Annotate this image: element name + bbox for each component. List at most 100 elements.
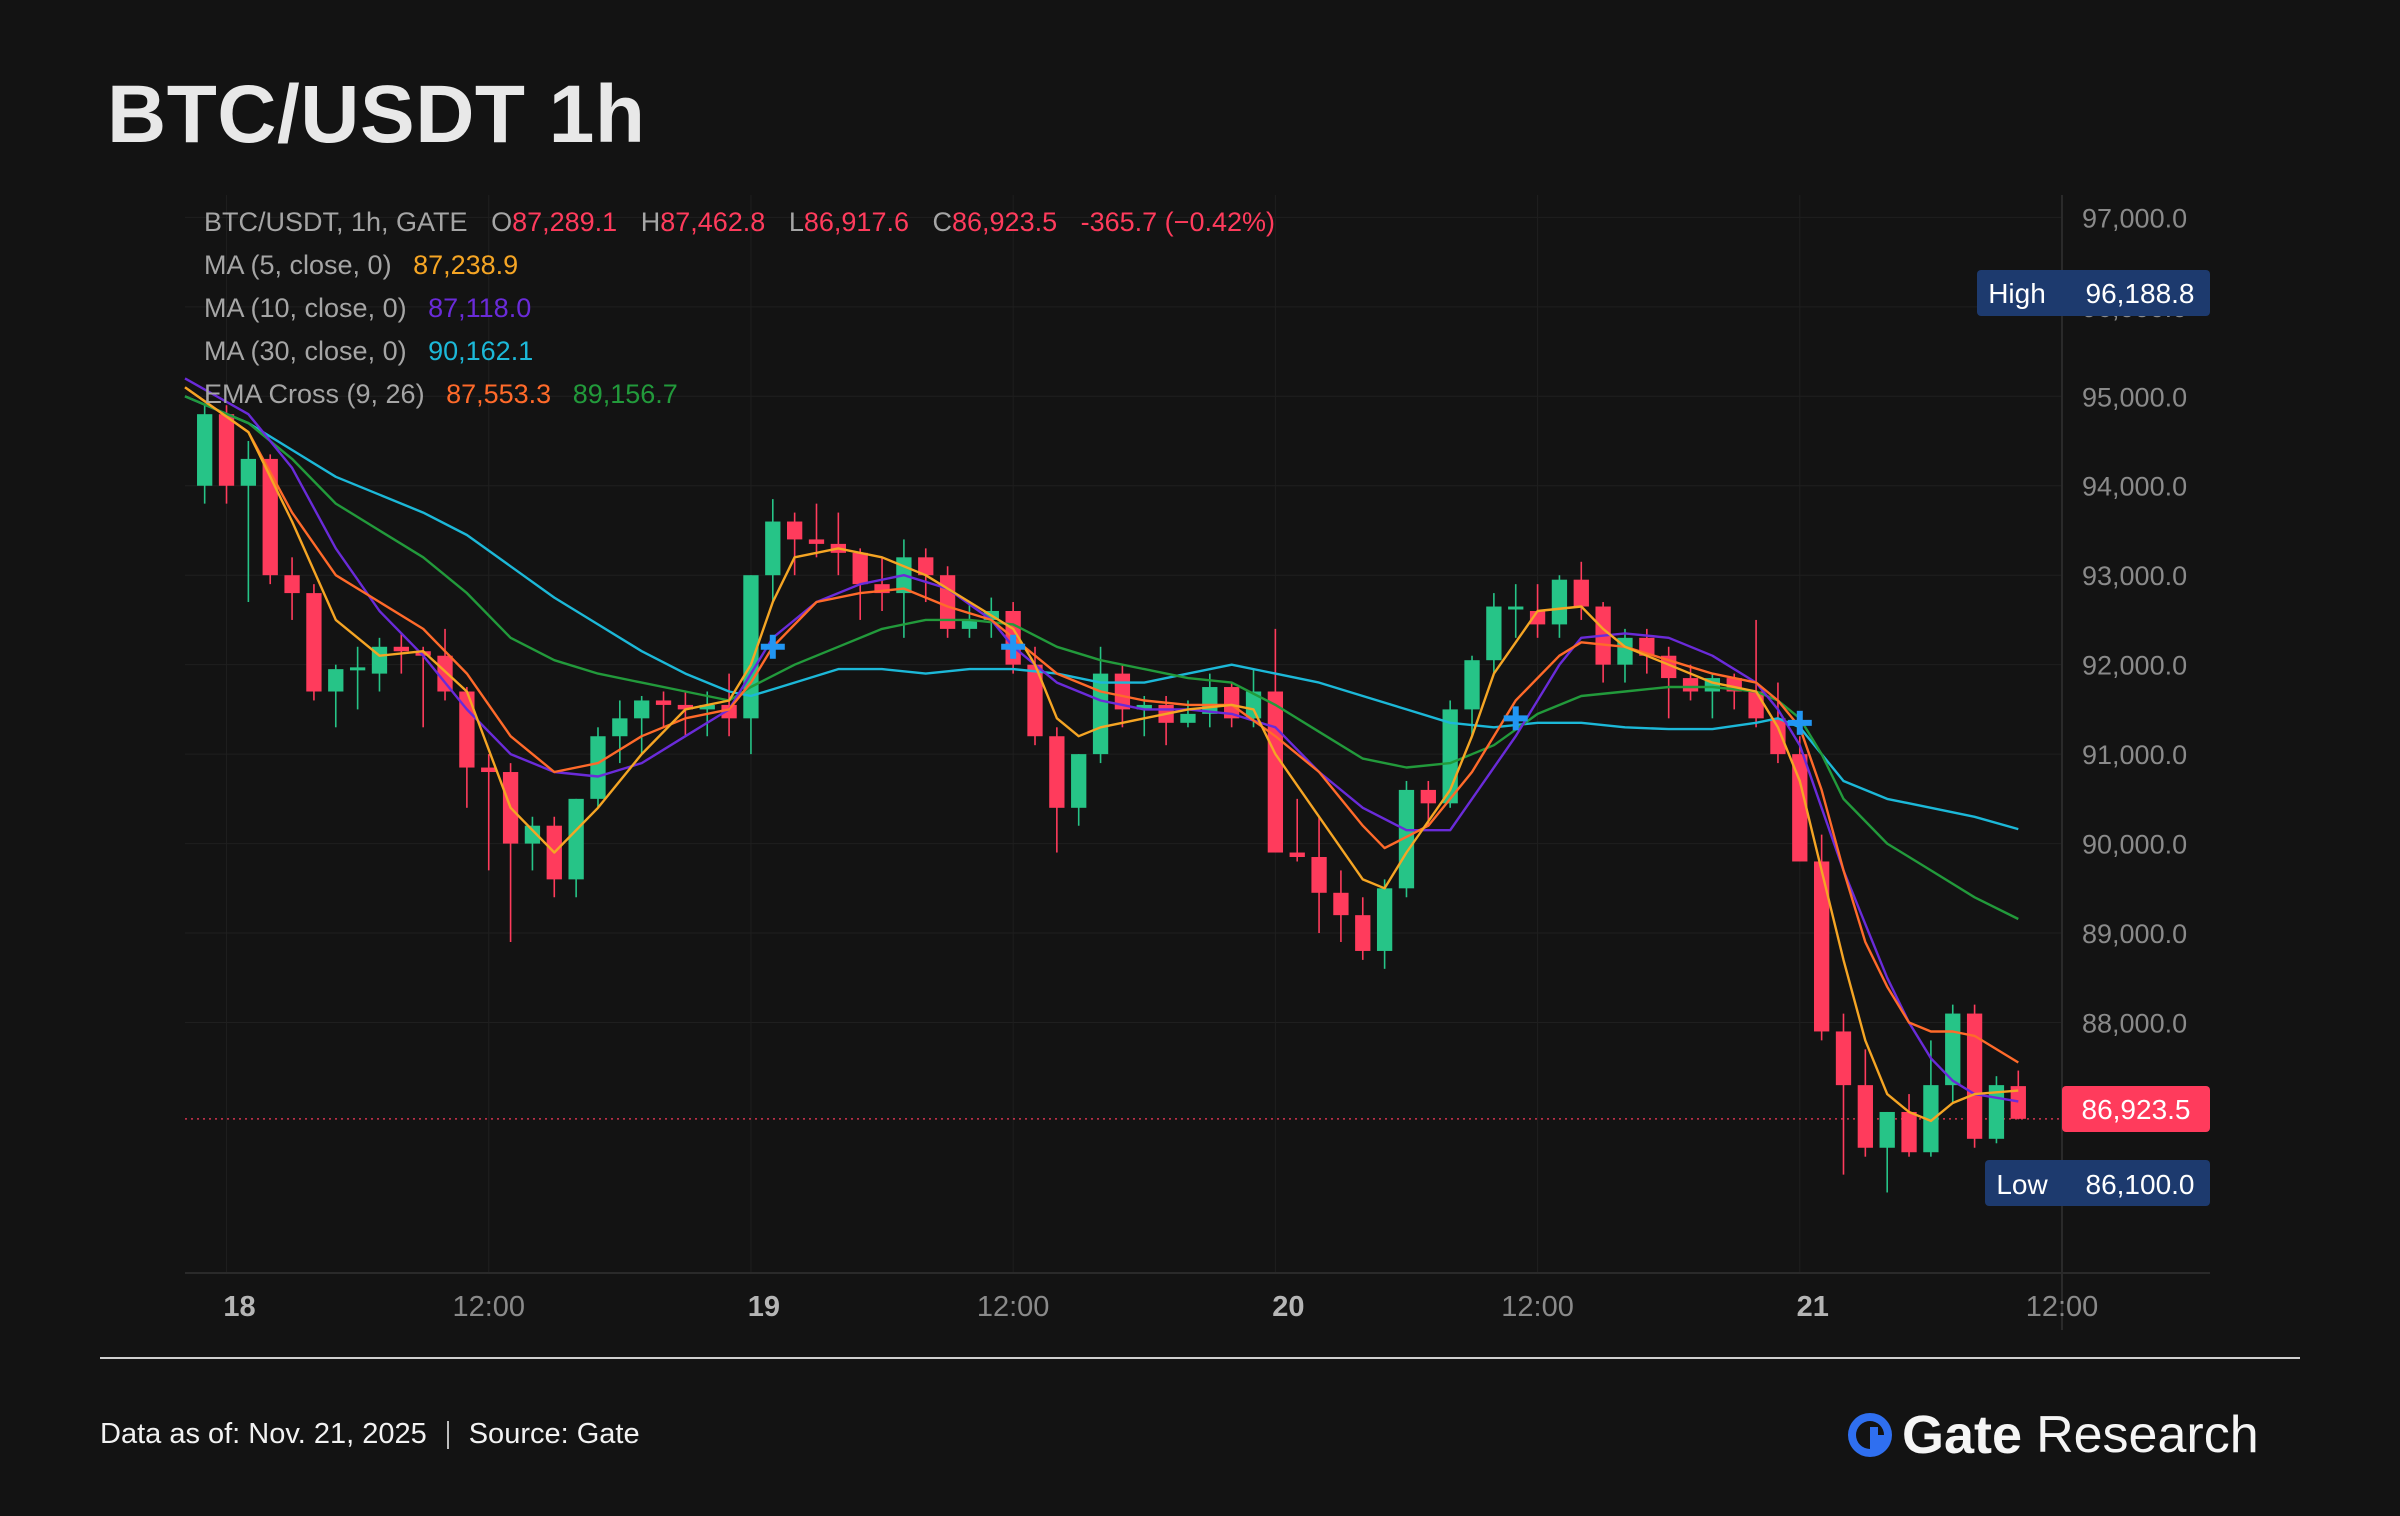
candle-down (1311, 816, 1327, 934)
candle-up (349, 646, 366, 710)
candle-body (634, 700, 650, 719)
candle-up (1879, 1111, 1895, 1193)
brand-name: Gate (1902, 1405, 2023, 1465)
candle-up (1398, 780, 1415, 898)
candle-down (1420, 780, 1436, 826)
candle-up (1092, 646, 1109, 764)
candle-body (240, 458, 257, 486)
legend-open-label: O (491, 207, 512, 237)
y-tick-label: 94,000.0 (2082, 472, 2187, 502)
indicator-lines (184, 377, 2019, 1123)
candle-body (1311, 857, 1327, 893)
candle-body (481, 767, 497, 773)
candle-up (1551, 575, 1568, 638)
low-badge-label: Low (1996, 1169, 2048, 1200)
ema-cross-marker (760, 634, 785, 659)
candle-body (961, 619, 978, 629)
candle-down (721, 673, 737, 737)
y-tick-label: 92,000.0 (2082, 651, 2187, 681)
ema-cross-marker (1001, 634, 1026, 659)
candle-body (524, 825, 541, 844)
candle-down (1792, 736, 1808, 862)
candle-down (655, 691, 672, 728)
ema-cross-marker (1503, 706, 1528, 731)
candle-up (197, 405, 213, 504)
candle-up (765, 499, 781, 603)
candle-up (590, 727, 606, 808)
candle-down (830, 512, 846, 576)
candle-down (284, 557, 300, 620)
legend-ma30-label: MA (30, close, 0) (204, 336, 407, 366)
candle-body (1398, 789, 1415, 889)
legend-ma30-value: 90,162.1 (428, 336, 533, 366)
candle-body (1748, 691, 1764, 719)
candle-body (1879, 1111, 1895, 1148)
candle-body (1551, 579, 1568, 625)
y-tick-label: 93,000.0 (2082, 561, 2187, 591)
x-tick-label: 12:00 (452, 1291, 525, 1323)
gate-logo-icon (1848, 1413, 1892, 1457)
candle-up (634, 695, 650, 755)
legend-low: 86,917.6 (804, 207, 909, 237)
candle-down (939, 566, 956, 638)
candle-layer (197, 405, 2026, 1193)
candle-body (1508, 606, 1524, 610)
candle-body (262, 458, 278, 576)
page-title: BTC/USDT 1h (107, 69, 646, 160)
candle-body (1267, 691, 1284, 853)
legend-ma5-label: MA (5, close, 0) (204, 250, 392, 280)
candle-down (481, 754, 497, 871)
candle-down (1901, 1094, 1917, 1157)
candle-down (677, 691, 694, 737)
ma10-line (184, 377, 2019, 1103)
candle-up (1508, 584, 1524, 638)
ema-cross-marker (1787, 710, 1812, 735)
y-tick-label: 91,000.0 (2082, 740, 2187, 770)
candle-body (743, 575, 759, 719)
legend-change: -365.7 (−0.42%) (1081, 207, 1275, 237)
candle-body (874, 584, 890, 594)
candle-down (459, 687, 475, 808)
candle-up (1136, 695, 1152, 737)
candle-body (808, 539, 825, 544)
candle-body (1224, 687, 1240, 719)
x-tick-label: 12:00 (2026, 1291, 2099, 1323)
candle-up (1945, 1004, 1961, 1104)
candle-down (1835, 1013, 1852, 1175)
x-tick-label: 12:00 (977, 1291, 1050, 1323)
candle-up (1617, 628, 1633, 683)
x-tick-label: 21 (1797, 1291, 1829, 1323)
footer-info: Data as of: Nov. 21, 2025 Source: Gate (100, 1418, 640, 1451)
svg-text:MA (30, close, 0) 90,162: MA (30, close, 0) 90,162.1 (204, 336, 533, 366)
brand-subtitle: Research (2036, 1406, 2259, 1464)
gate-research-logo: Gate Research (1844, 1404, 2259, 1466)
candle-body (699, 704, 715, 710)
candle-body (612, 718, 628, 737)
candle-down (2010, 1070, 2026, 1120)
y-tick-label: 88,000.0 (2082, 1009, 2187, 1039)
candle-body (1813, 861, 1830, 1032)
candle-body (1464, 660, 1480, 710)
candle-body (1092, 673, 1109, 755)
last-price-badge: 86,923.5 (2062, 1086, 2210, 1132)
candle-down (502, 763, 519, 942)
candle-body (1792, 754, 1808, 862)
candle-body (1835, 1031, 1852, 1086)
candle-up (1245, 669, 1262, 728)
candle-body (1420, 789, 1436, 804)
candle-down (437, 628, 453, 701)
candle-body (1202, 687, 1218, 714)
legend-open: 87,289.1 (512, 207, 617, 237)
y-tick-label: 90,000.0 (2082, 830, 2187, 860)
candle-body (655, 700, 672, 705)
candle-body (415, 651, 431, 656)
candle-down (218, 405, 235, 504)
legend-ma5-value: 87,238.9 (413, 250, 518, 280)
candle-down (546, 816, 562, 898)
svg-text:EMA Cross (9, 26) 87,553: EMA Cross (9, 26) 87,553.3 89,156.7 (204, 379, 678, 409)
candle-body (1049, 736, 1065, 808)
candle-down (1770, 682, 1786, 764)
candle-body (1486, 606, 1502, 661)
candle-down (1355, 897, 1371, 960)
candle-body (1966, 1013, 1983, 1139)
